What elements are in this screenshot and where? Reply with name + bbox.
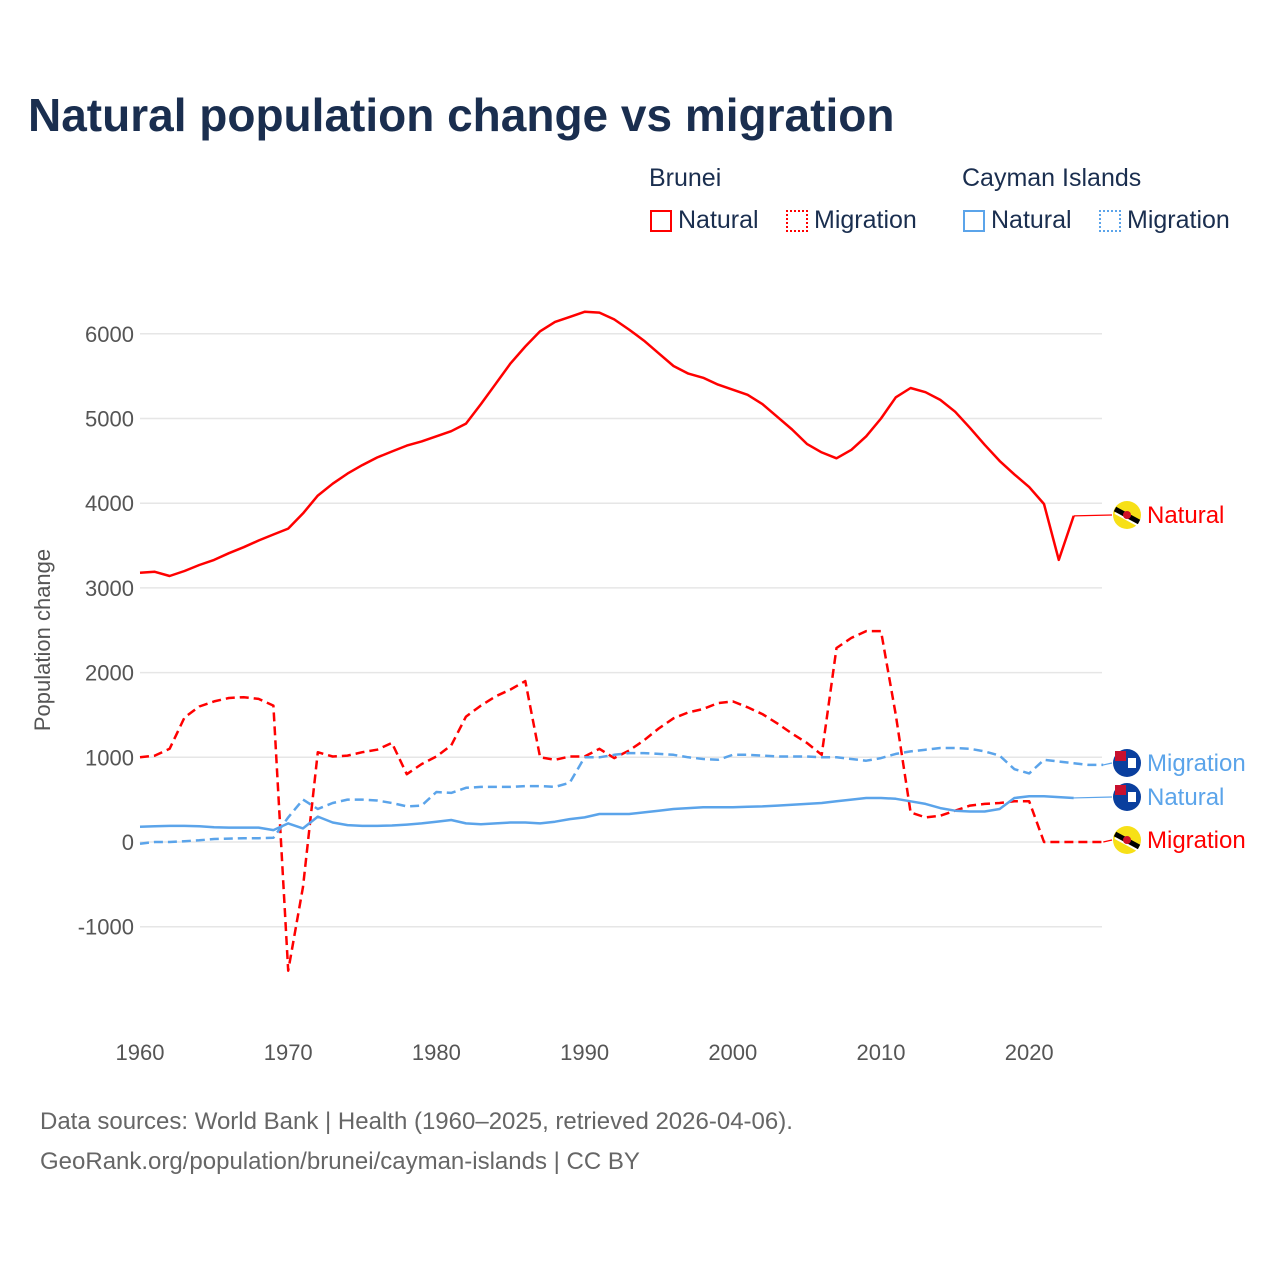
cayman-flag-icon [1113, 783, 1141, 811]
y-tick-label: 5000 [85, 407, 134, 432]
series-line-brunei-natural [139, 310, 1075, 578]
y-tick-label: 2000 [85, 661, 134, 686]
legend-swatch-solid-icon [650, 209, 672, 232]
end-label: Natural [1147, 784, 1224, 811]
legend-swatch-dotted-icon [786, 209, 808, 232]
x-tick-label: 1990 [560, 1040, 609, 1065]
y-tick-label: 6000 [85, 322, 134, 347]
legend-group-cayman: Cayman Islands [962, 164, 1142, 192]
y-tick-label: 3000 [85, 576, 134, 601]
y-tick-label: -1000 [78, 915, 134, 940]
series-line-brunei-migration [139, 629, 1104, 972]
footer-link[interactable]: GeoRank.org/population/brunei/cayman-isl… [40, 1148, 640, 1175]
legend-swatch-solid-icon [963, 209, 985, 232]
legend-label: Migration [1127, 206, 1230, 234]
legend-swatch-dotted-icon [1099, 209, 1121, 232]
legend-label: Natural [678, 206, 759, 234]
legend-item-cayman-migration[interactable]: Migration [1099, 206, 1230, 235]
label-connector [1103, 839, 1113, 843]
end-label: Migration [1147, 827, 1246, 854]
label-connector [1103, 762, 1113, 766]
footer-sources: Data sources: World Bank | Health (1960–… [40, 1108, 793, 1135]
x-tick-label: 2010 [857, 1040, 906, 1065]
label-connector [1073, 514, 1113, 517]
end-label: Migration [1147, 750, 1246, 777]
series-line-cayman-islands-natural [139, 795, 1074, 832]
legend-label: Migration [814, 206, 917, 234]
legend-item-brunei-natural[interactable]: Natural [650, 206, 759, 235]
legend-item-brunei-migration[interactable]: Migration [786, 206, 917, 235]
chart-title: Natural population change vs migration [28, 89, 895, 141]
x-tick-label: 1970 [264, 1040, 313, 1065]
end-label: Natural [1147, 502, 1224, 529]
brunei-flag-icon [1113, 501, 1141, 529]
y-tick-label: 1000 [85, 745, 134, 770]
x-tick-label: 1960 [116, 1040, 165, 1065]
series-line-cayman-islands-migration [139, 746, 1104, 845]
cayman-flag-icon [1113, 749, 1141, 777]
x-tick-label: 1980 [412, 1040, 461, 1065]
brunei-flag-icon [1113, 826, 1141, 854]
y-tick-label: 0 [122, 830, 134, 855]
y-tick-label: 4000 [85, 491, 134, 516]
x-tick-label: 2020 [1005, 1040, 1054, 1065]
x-tick-label: 2000 [708, 1040, 757, 1065]
legend-label: Natural [991, 206, 1072, 234]
label-connector [1073, 796, 1113, 799]
legend-group-brunei: Brunei [649, 164, 722, 192]
y-axis-label: Population change [30, 549, 55, 731]
legend-item-cayman-natural[interactable]: Natural [963, 206, 1072, 235]
